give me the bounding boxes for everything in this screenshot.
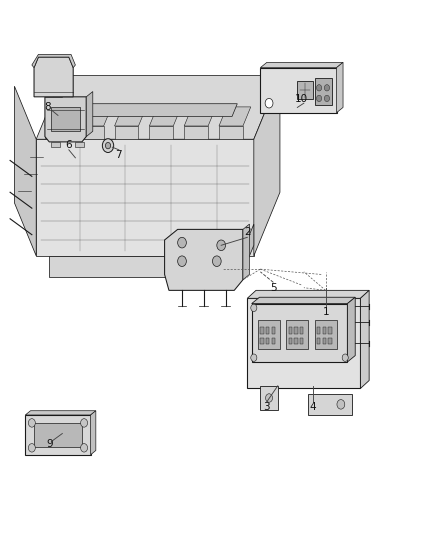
Text: 6: 6 (66, 140, 72, 150)
Text: 1: 1 (322, 306, 329, 317)
Bar (308, 394, 352, 415)
Polygon shape (247, 290, 369, 298)
Bar (266, 327, 269, 334)
Polygon shape (360, 290, 369, 389)
Bar (266, 338, 269, 344)
Bar (272, 338, 275, 344)
Circle shape (217, 240, 226, 251)
Circle shape (342, 354, 348, 361)
Bar (272, 327, 275, 334)
Polygon shape (219, 126, 243, 139)
Bar (34, 423, 82, 447)
Bar (260, 386, 278, 410)
Polygon shape (45, 107, 77, 126)
Polygon shape (75, 142, 84, 147)
Circle shape (324, 85, 329, 91)
Polygon shape (51, 142, 60, 147)
Polygon shape (219, 107, 251, 126)
Polygon shape (45, 126, 69, 139)
Circle shape (317, 85, 322, 91)
Circle shape (81, 443, 88, 452)
Bar (315, 319, 336, 349)
Polygon shape (80, 126, 104, 139)
Bar (300, 327, 304, 334)
Circle shape (81, 419, 88, 427)
Circle shape (251, 354, 257, 361)
Bar (322, 338, 326, 344)
Text: 4: 4 (309, 402, 316, 412)
Polygon shape (254, 76, 280, 256)
Bar (260, 327, 264, 334)
Polygon shape (347, 297, 355, 362)
Polygon shape (184, 126, 208, 139)
Polygon shape (115, 126, 138, 139)
Circle shape (178, 237, 186, 248)
Circle shape (212, 256, 221, 266)
Bar (328, 327, 332, 334)
Polygon shape (115, 107, 146, 126)
Polygon shape (49, 256, 241, 277)
Polygon shape (86, 92, 93, 136)
Bar (317, 338, 321, 344)
Polygon shape (25, 411, 96, 415)
Bar (258, 319, 280, 349)
Polygon shape (71, 104, 237, 116)
Bar (300, 338, 304, 344)
Bar (25, 415, 91, 455)
Polygon shape (80, 107, 112, 126)
Polygon shape (165, 229, 243, 290)
Bar (322, 327, 326, 334)
Polygon shape (34, 57, 73, 97)
Bar (260, 68, 336, 113)
Text: 2: 2 (244, 227, 251, 237)
Polygon shape (243, 224, 250, 280)
Polygon shape (36, 76, 280, 139)
Circle shape (102, 139, 114, 152)
Circle shape (317, 95, 322, 102)
Polygon shape (91, 411, 96, 455)
Bar (51, 108, 80, 131)
Bar (297, 81, 313, 100)
Bar (286, 319, 308, 349)
Bar (252, 304, 347, 362)
Circle shape (28, 443, 35, 452)
Text: 10: 10 (295, 94, 308, 104)
Polygon shape (14, 86, 36, 256)
Bar (328, 338, 332, 344)
Polygon shape (184, 107, 216, 126)
Circle shape (28, 419, 35, 427)
Circle shape (178, 256, 186, 266)
Bar (247, 298, 360, 389)
Bar (289, 338, 292, 344)
Polygon shape (260, 62, 343, 68)
Polygon shape (45, 97, 86, 142)
Circle shape (324, 95, 329, 102)
Polygon shape (149, 126, 173, 139)
Polygon shape (241, 224, 254, 277)
Text: 5: 5 (270, 282, 277, 293)
Bar (315, 78, 332, 105)
Circle shape (265, 394, 272, 402)
Text: 9: 9 (46, 439, 53, 449)
Circle shape (251, 304, 257, 312)
Polygon shape (336, 62, 343, 113)
Bar (289, 327, 292, 334)
Polygon shape (32, 54, 75, 68)
Polygon shape (36, 139, 254, 256)
Bar (317, 327, 321, 334)
Bar (294, 327, 298, 334)
Bar (294, 338, 298, 344)
Circle shape (337, 400, 345, 409)
Text: 8: 8 (44, 102, 50, 112)
Text: 3: 3 (264, 402, 270, 412)
Bar (260, 338, 264, 344)
Circle shape (106, 142, 111, 149)
Text: 7: 7 (116, 150, 122, 160)
Polygon shape (149, 107, 181, 126)
Circle shape (265, 99, 273, 108)
Polygon shape (252, 297, 355, 304)
